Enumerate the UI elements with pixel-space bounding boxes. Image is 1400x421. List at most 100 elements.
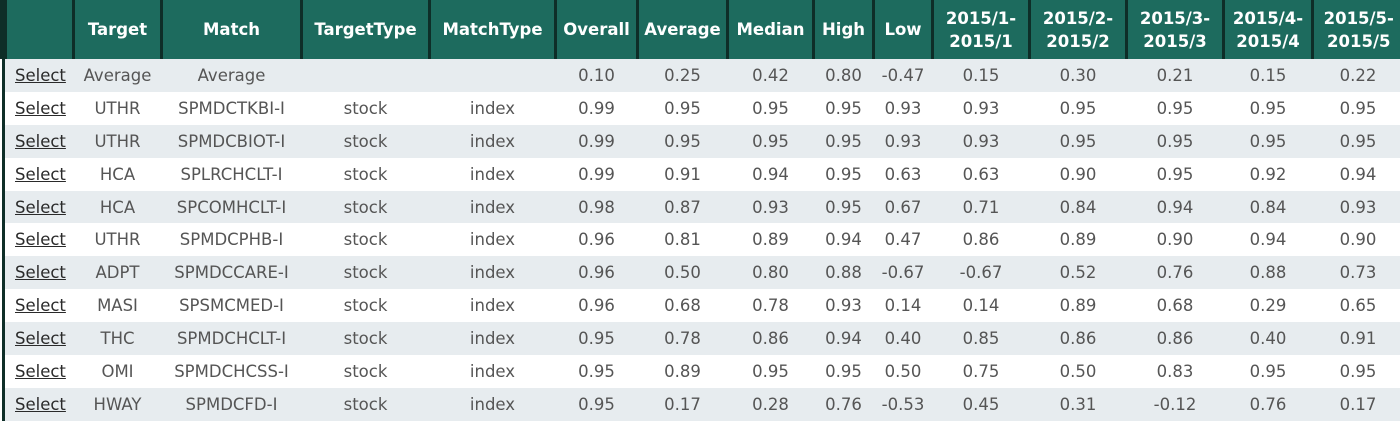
period-3-cell: 0.86 [1127,322,1224,355]
header-row: Target Match TargetType MatchType Overal… [4,0,1400,59]
period-1-cell: 0.86 [933,223,1030,256]
period-4-cell: 0.88 [1224,256,1313,289]
header-select [4,0,74,59]
header-low[interactable]: Low [874,0,933,59]
select-cell: Select [4,92,74,125]
target-type-cell: stock [302,355,430,388]
average-cell: 0.17 [638,388,728,421]
period-4-cell: 0.84 [1224,191,1313,224]
average-cell: 0.91 [638,158,728,191]
match-type-cell: index [430,92,556,125]
period-3-cell: -0.12 [1127,388,1224,421]
period-1-cell: 0.15 [933,59,1030,92]
match-cell: SPMDCTKBI-I [162,92,302,125]
header-period-3[interactable]: 2015/3- 2015/3 [1127,0,1224,59]
median-cell: 0.80 [728,256,814,289]
period-4-cell: 0.94 [1224,223,1313,256]
average-cell: 0.68 [638,289,728,322]
median-cell: 0.78 [728,289,814,322]
overall-cell: 0.96 [556,256,638,289]
target-cell: HCA [74,158,162,191]
period-2-cell: 0.95 [1030,125,1127,158]
period-3-cell: 0.95 [1127,158,1224,191]
header-period-1[interactable]: 2015/1- 2015/1 [933,0,1030,59]
target-type-cell: stock [302,223,430,256]
period-1-cell: 0.45 [933,388,1030,421]
target-type-cell: stock [302,158,430,191]
period-4-cell: 0.95 [1224,125,1313,158]
target-cell: UTHR [74,92,162,125]
average-cell: 0.95 [638,92,728,125]
period-5-cell: 0.17 [1313,388,1400,421]
period-5-cell: 0.95 [1313,92,1400,125]
low-cell: 0.40 [874,322,933,355]
period-2-cell: 0.89 [1030,289,1127,322]
select-link[interactable]: Select [15,99,66,118]
median-cell: 0.95 [728,125,814,158]
low-cell: 0.93 [874,125,933,158]
target-type-cell: stock [302,322,430,355]
select-link[interactable]: Select [15,66,66,85]
header-target-type[interactable]: TargetType [302,0,430,59]
select-link[interactable]: Select [15,165,66,184]
low-cell: 0.47 [874,223,933,256]
match-type-cell [430,59,556,92]
select-cell: Select [4,256,74,289]
average-cell: 0.81 [638,223,728,256]
header-period-4[interactable]: 2015/4- 2015/4 [1224,0,1313,59]
period-2-cell: 0.52 [1030,256,1127,289]
header-target[interactable]: Target [74,0,162,59]
header-match-type[interactable]: MatchType [430,0,556,59]
period-4-cell: 0.92 [1224,158,1313,191]
period-3-cell: 0.90 [1127,223,1224,256]
period-3-cell: 0.21 [1127,59,1224,92]
high-cell: 0.95 [814,92,874,125]
average-cell: 0.87 [638,191,728,224]
select-cell: Select [4,191,74,224]
select-link[interactable]: Select [15,132,66,151]
header-median[interactable]: Median [728,0,814,59]
period-1-cell: 0.85 [933,322,1030,355]
period-1-cell: 0.93 [933,92,1030,125]
overall-cell: 0.95 [556,322,638,355]
target-cell: HWAY [74,388,162,421]
period-4-cell: 0.40 [1224,322,1313,355]
match-cell: SPMDCCARE-I [162,256,302,289]
header-period-2[interactable]: 2015/2- 2015/2 [1030,0,1127,59]
match-type-cell: index [430,158,556,191]
header-overall[interactable]: Overall [556,0,638,59]
header-match[interactable]: Match [162,0,302,59]
select-cell: Select [4,388,74,421]
match-type-cell: index [430,322,556,355]
high-cell: 0.95 [814,191,874,224]
target-type-cell: stock [302,125,430,158]
median-cell: 0.94 [728,158,814,191]
median-cell: 0.89 [728,223,814,256]
header-average[interactable]: Average [638,0,728,59]
period-4-cell: 0.15 [1224,59,1313,92]
select-link[interactable]: Select [15,198,66,217]
period-5-cell: 0.22 [1313,59,1400,92]
select-link[interactable]: Select [15,230,66,249]
select-cell: Select [4,322,74,355]
select-link[interactable]: Select [15,263,66,282]
header-period-5[interactable]: 2015/5- 2015/5 [1313,0,1400,59]
average-cell: 0.89 [638,355,728,388]
select-link[interactable]: Select [15,362,66,381]
period-5-cell: 0.93 [1313,191,1400,224]
high-cell: 0.95 [814,355,874,388]
select-link[interactable]: Select [15,329,66,348]
high-cell: 0.94 [814,223,874,256]
period-2-cell: 0.90 [1030,158,1127,191]
period-4-cell: 0.95 [1224,92,1313,125]
select-link[interactable]: Select [15,296,66,315]
header-high[interactable]: High [814,0,874,59]
